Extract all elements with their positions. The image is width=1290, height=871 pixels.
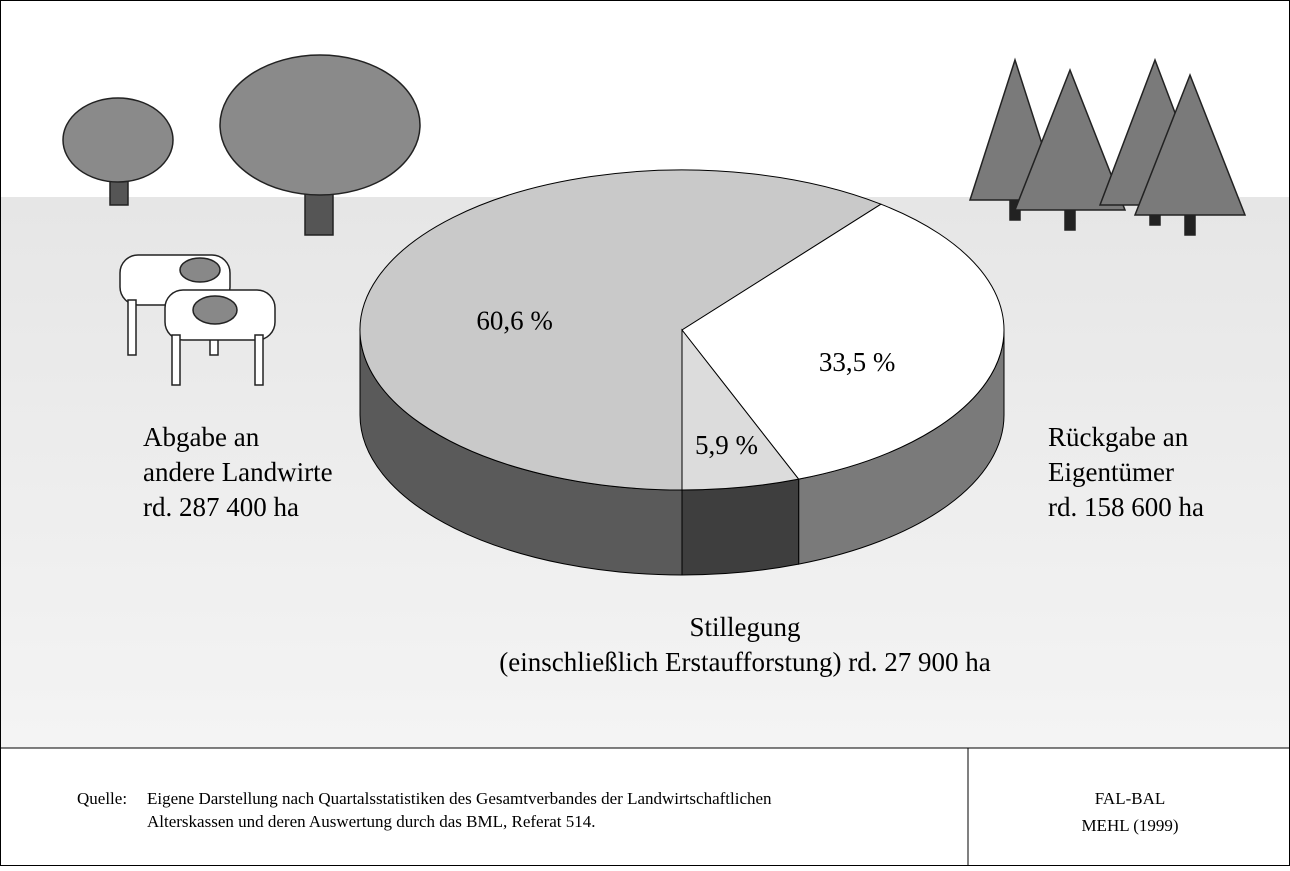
source-label: Quelle: <box>77 789 127 808</box>
value-label: 5,9 % <box>695 430 758 460</box>
value-label: 33,5 % <box>819 347 896 377</box>
pie-side <box>682 479 799 575</box>
value-label: 60,6 % <box>476 305 553 335</box>
category-label: rd. 158 600 ha <box>1048 492 1204 522</box>
category-label: andere Landwirte <box>143 457 333 487</box>
category-label: Eigentümer <box>1048 457 1174 487</box>
category-label: Abgabe an <box>143 422 260 452</box>
source-text: Alterskassen und deren Auswertung durch … <box>147 812 596 831</box>
chart: 60,6 % 33,5 % 5,9 % Abgabe an andere Landwir… <box>0 0 1290 866</box>
credit: FAL-BAL <box>1095 789 1166 808</box>
category-label: Stillegung <box>689 612 800 642</box>
credit: MEHL (1999) <box>1081 816 1178 835</box>
category-label: Rückgabe an <box>1048 422 1189 452</box>
source-text: Eigene Darstellung nach Quartalsstatisti… <box>147 789 772 808</box>
category-label: (einschließlich Erstaufforstung) rd. 27 … <box>499 647 990 677</box>
pie <box>360 170 1004 575</box>
category-label: rd. 287 400 ha <box>143 492 299 522</box>
